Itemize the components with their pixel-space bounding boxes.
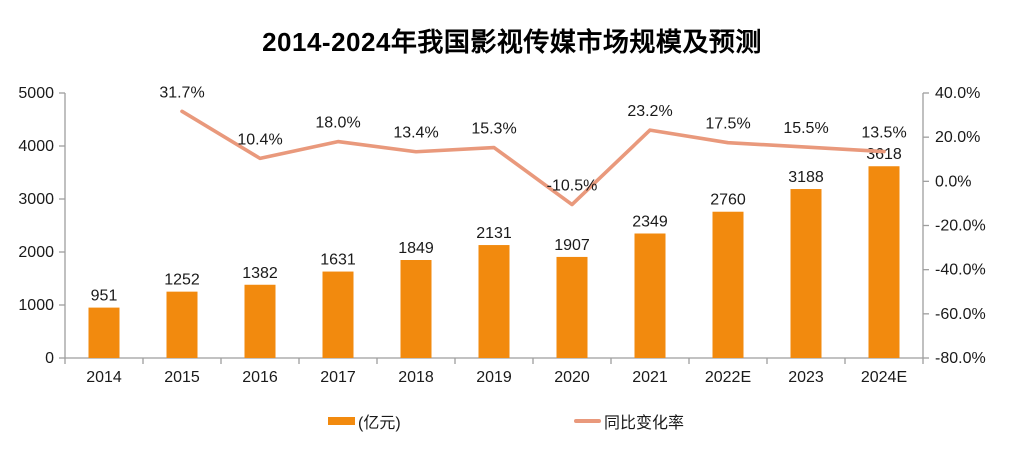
bar: [322, 271, 354, 358]
line-legend-swatch: [574, 419, 601, 423]
legend-item-bar: (亿元): [328, 410, 401, 432]
bar: [868, 166, 900, 358]
line-value-label: 31.7%: [159, 84, 204, 101]
y-axis-right-tick-label: 0.0%: [935, 173, 971, 190]
line-value-label: 15.5%: [783, 120, 828, 137]
x-axis-category-label: 2016: [242, 369, 278, 386]
bar-value-label: 3188: [788, 169, 824, 186]
y-axis-left-tick-label: 1000: [18, 297, 54, 314]
line-value-label: 15.3%: [471, 121, 516, 138]
bar-value-label: 1252: [164, 272, 200, 289]
bar: [166, 291, 198, 358]
bar-value-label: 1382: [242, 265, 278, 282]
chart-title: 2014-2024年我国影视传媒市场规模及预测: [262, 27, 762, 57]
bar-value-label: 2349: [632, 214, 668, 231]
x-axis-category-label: 2015: [164, 369, 200, 386]
bar: [88, 307, 120, 358]
line-legend-label: 同比变化率: [604, 415, 685, 432]
y-axis-right-tick-label: -20.0%: [935, 218, 986, 235]
y-axis-right-tick-label: -40.0%: [935, 262, 986, 279]
x-axis-category-label: 2024E: [861, 369, 907, 386]
bar-value-label: 951: [91, 288, 118, 305]
line-value-label: 10.4%: [237, 131, 282, 148]
x-axis-category-label: 2020: [554, 369, 590, 386]
bar: [634, 233, 666, 358]
trend-line: [180, 109, 886, 207]
y-axis-right-tick-label: -80.0%: [935, 350, 986, 367]
legend: (亿元) 同比变化率: [0, 410, 1024, 434]
bar-value-label: 1907: [554, 237, 590, 254]
bar: [478, 245, 510, 358]
line-value-label: -10.5%: [547, 178, 598, 195]
x-axis-category-label: 2023: [788, 369, 824, 386]
legend-item-line: 同比变化率: [574, 410, 684, 432]
bar-value-label: 2760: [710, 192, 746, 209]
y-axis-left-tick-label: 0: [45, 350, 54, 367]
y-axis-left-tick-label: 2000: [18, 244, 54, 261]
line-value-label: 17.5%: [705, 116, 750, 133]
x-axis-category-label: 2014: [86, 369, 122, 386]
line-value-label: 13.4%: [393, 125, 438, 142]
bar-legend-label: (亿元): [358, 415, 401, 432]
line-value-label: 23.2%: [627, 103, 672, 120]
y-axis-left-tick-label: 3000: [18, 191, 54, 208]
y-axis-right-tick-label: 20.0%: [935, 129, 980, 146]
y-axis-left-tick-label: 5000: [18, 85, 54, 102]
bar-value-label: 2131: [476, 225, 512, 242]
y-axis-right-tick-label: 40.0%: [935, 85, 980, 102]
bar: [712, 211, 744, 358]
x-axis-category-label: 2022E: [705, 369, 751, 386]
bar: [244, 284, 276, 358]
bar-legend-swatch: [328, 417, 355, 425]
x-axis-category-label: 2021: [632, 369, 668, 386]
x-axis-category-label: 2017: [320, 369, 356, 386]
x-axis-category-label: 2018: [398, 369, 434, 386]
bar-value-label: 3618: [866, 146, 902, 163]
bar-value-label: 1849: [398, 240, 434, 257]
bar: [556, 256, 588, 358]
line-value-label: 18.0%: [315, 115, 360, 132]
line-value-label: 13.5%: [861, 125, 906, 142]
bar-value-label: 1631: [320, 252, 356, 269]
bar: [400, 260, 432, 358]
bar: [790, 189, 822, 358]
y-axis-right-tick-label: -60.0%: [935, 306, 986, 323]
x-axis-category-label: 2019: [476, 369, 512, 386]
y-axis-left-tick-label: 4000: [18, 138, 54, 155]
